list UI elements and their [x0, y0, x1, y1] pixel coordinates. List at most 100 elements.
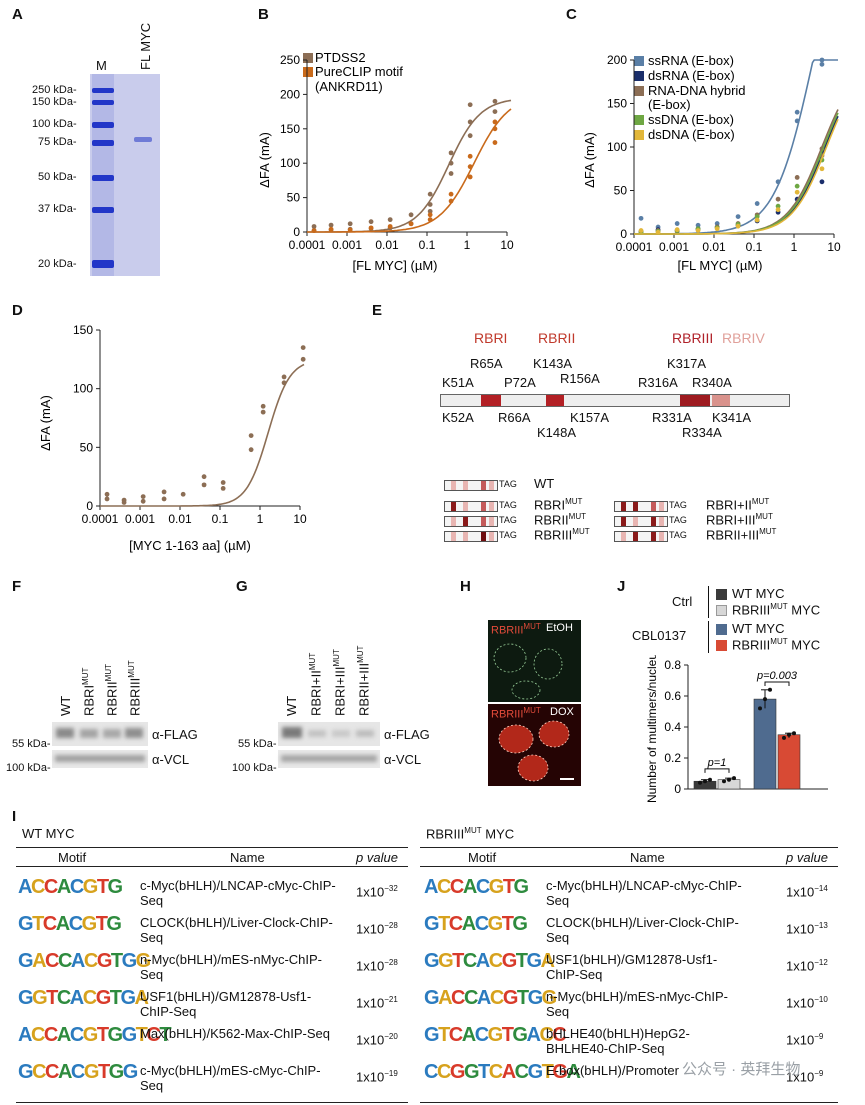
data-point-d-0 — [140, 498, 146, 504]
chart-j: Number of multimers/nucleus 0 0.2 0.4 0.6 0.… — [645, 655, 828, 803]
data-point-c-4 — [775, 207, 781, 213]
legend-c-swatch-4 — [634, 130, 644, 140]
marker-150: 150 kDa- — [32, 96, 77, 108]
construct-site — [463, 481, 468, 490]
construct-bar — [444, 516, 498, 527]
construct-site — [489, 502, 494, 511]
data-point-d-0 — [260, 403, 266, 409]
x-tick-label-b: 0.1 — [419, 238, 436, 252]
point-j-2 — [763, 697, 767, 702]
mut-k148a: K148A — [537, 425, 577, 440]
data-point-c-0 — [754, 201, 760, 206]
construct-bar — [444, 531, 498, 542]
marker-37: 37 kDa- — [38, 203, 77, 215]
data-point-d-0 — [248, 433, 254, 438]
data-point-b-1 — [492, 126, 498, 132]
x-tick-label-b: 1 — [464, 238, 471, 252]
motif-pvalue: 1x10−28 — [356, 921, 398, 937]
ylabel-j: Number of multimers/nucleus — [645, 655, 659, 803]
f-marker-100: 100 kDa- — [6, 762, 51, 774]
bar-j-3 — [777, 734, 801, 790]
data-point-b-1 — [408, 221, 414, 227]
j-item-3: RBRIIIMUT MYC — [732, 637, 821, 653]
motif-pvalue: 1x10−9 — [786, 1069, 824, 1085]
construct-tag: TAG — [499, 530, 517, 540]
chart-c: ssRNA (E-box) dsRNA (E-box) RNA-DNA hybr… — [582, 53, 841, 273]
h-bottom-dox: DOX — [550, 706, 574, 718]
motif-logo: GACCACGTGG — [424, 987, 557, 1009]
band-f-rbrii — [103, 729, 121, 738]
band-f-wt — [56, 728, 74, 738]
watermark: 公众号 · 英拜生物 — [682, 1061, 801, 1078]
data-point-d-0 — [104, 496, 110, 502]
mut-k52a: K52A — [442, 410, 474, 425]
construct-site — [489, 517, 494, 526]
i-left-bottomline — [16, 1102, 408, 1103]
motif-name: USF1(bHLH)/GM12878-Usf1-ChIP-Seq — [546, 952, 718, 982]
band-f-rbri — [80, 729, 98, 738]
motif-logo: ACCACGTGGTCT — [18, 1024, 172, 1046]
marker-band-50 — [92, 175, 114, 181]
data-point-c-0 — [695, 222, 701, 228]
chart-b: PTDSS2 PureCLIP motif (ANKRD11) [FL MYC]… — [257, 50, 514, 273]
motif-pvalue: 1x10−19 — [356, 1069, 398, 1085]
point-j-3 — [787, 732, 791, 737]
construct-tag: TAG — [669, 530, 687, 540]
motif-name: c-Myc(bHLH)/mES-cMyc-ChIP-Seq — [140, 1063, 321, 1093]
y-tick-label-c: 50 — [614, 184, 628, 198]
data-point-c-2 — [794, 175, 800, 180]
data-point-b-0 — [427, 191, 433, 197]
data-point-b-1 — [492, 140, 498, 145]
band-g-rbri-iii — [332, 730, 350, 737]
y-tick-label-j: 0.2 — [664, 751, 681, 765]
y-tick-label-j: 0.4 — [664, 720, 681, 734]
band-g-wt — [282, 727, 302, 738]
construct-label: RBRIMUT — [534, 497, 583, 513]
data-point-c-4 — [754, 217, 760, 223]
data-point-d-0 — [140, 494, 146, 500]
j-swatch-3 — [716, 640, 727, 651]
ylabel-c: ΔFA (mA) — [582, 132, 597, 188]
data-point-c-4 — [638, 228, 644, 233]
j-ctrl: Ctrl — [672, 594, 693, 609]
marker-250: 250 kDa- — [32, 84, 77, 96]
fit-curve-c-4 — [634, 118, 839, 235]
marker-band-37 — [92, 207, 114, 213]
data-point-b-1 — [467, 153, 473, 159]
j-swatch-2 — [716, 624, 727, 635]
data-point-c-3 — [754, 214, 760, 220]
construct-site — [621, 517, 626, 526]
legend-b-pureclip: PureCLIP motif — [315, 64, 403, 79]
i-left-headline — [16, 866, 408, 867]
y-tick-label-b: 250 — [280, 53, 300, 67]
point-j-1 — [732, 776, 736, 781]
i-right-title: RBRIIIMUT MYC — [426, 826, 515, 842]
motif-pvalue: 1x10−21 — [356, 995, 398, 1011]
region-rbriii: RBRIII — [672, 330, 714, 346]
j-item-1: RBRIIIMUT MYC — [732, 602, 821, 618]
construct-tag: TAG — [669, 515, 687, 525]
construct-label: WT — [534, 476, 555, 491]
construct-site — [451, 502, 456, 511]
y-tick-label-c: 0 — [620, 227, 627, 241]
y-tick-label-d: 150 — [73, 323, 93, 337]
motif-pvalue: 1x10−14 — [786, 884, 828, 900]
i-left-topline — [16, 847, 408, 848]
data-point-b-1 — [448, 198, 454, 204]
g-marker-100: 100 kDa- — [232, 762, 277, 774]
construct-label: RBRIIMUT — [534, 512, 586, 528]
panel-label-c: C — [566, 6, 577, 23]
i-left-title: WT MYC — [22, 826, 75, 841]
x-tick-label-d: 1 — [257, 512, 264, 526]
fit-curve-b-1 — [307, 108, 512, 233]
data-point-c-4 — [819, 166, 825, 172]
construct-site — [651, 502, 656, 511]
legend-b-ankrd11: (ANKRD11) — [315, 79, 383, 94]
construct-site — [651, 532, 656, 541]
data-point-c-2 — [775, 196, 781, 202]
construct-site — [489, 481, 494, 490]
y-tick-label-c: 100 — [607, 140, 627, 154]
f-vcl-label: α-VCL — [152, 752, 190, 767]
motif-logo: GCCACGTGG — [18, 1061, 138, 1083]
x-tick-label-d: 0.01 — [168, 512, 192, 526]
